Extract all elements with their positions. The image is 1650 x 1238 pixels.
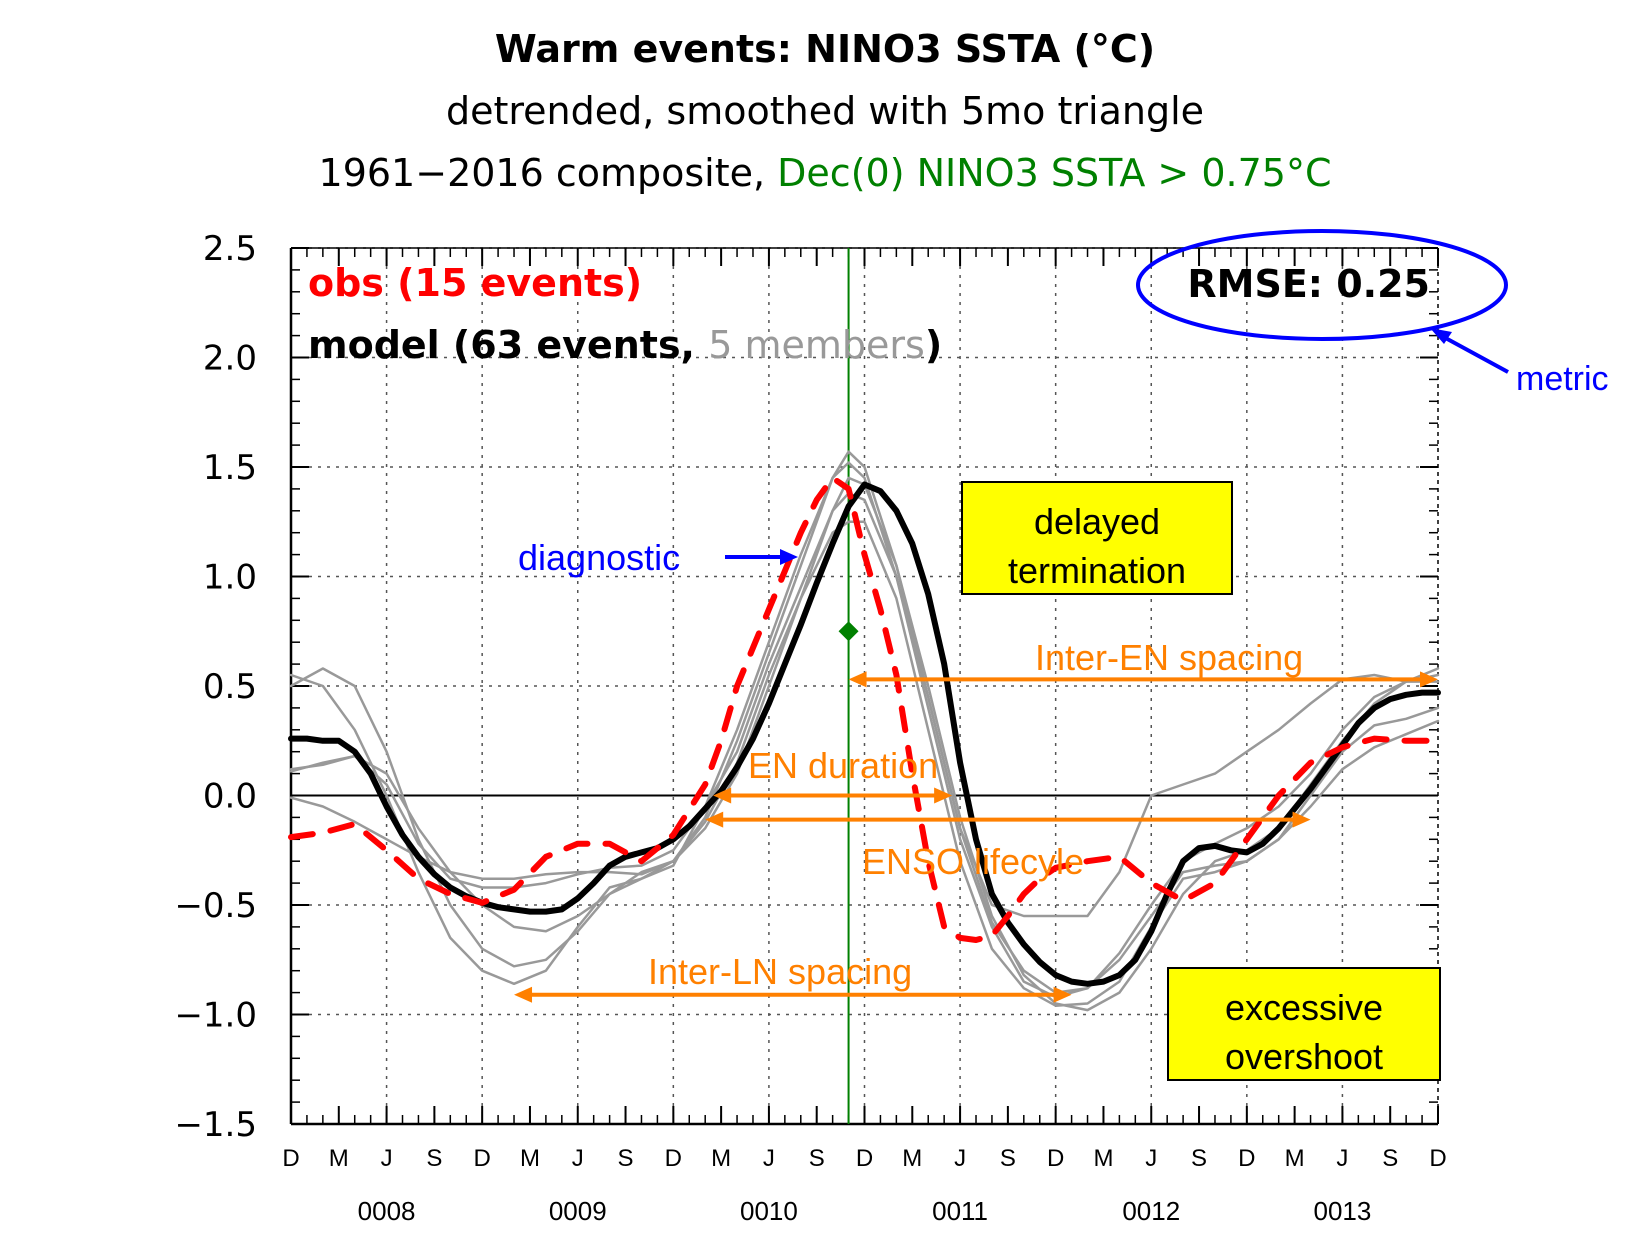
legend-model: model (63 events, 5 members) xyxy=(308,323,942,367)
x-month-label: J xyxy=(1145,1145,1157,1172)
series-layer xyxy=(288,450,1441,1012)
enso-lifecycle-arrow-head-right xyxy=(1292,811,1311,828)
orange-arrows xyxy=(514,671,1438,1003)
x-month-label: M xyxy=(1093,1145,1113,1172)
x-month-label: D xyxy=(282,1145,299,1172)
x-month-label: S xyxy=(1382,1145,1398,1172)
chart-subtitle-2: 1961−2016 composite, Dec(0) NINO3 SSTA >… xyxy=(319,151,1332,195)
rmse-ellipse xyxy=(1136,229,1508,341)
en-duration-arrow-head-left xyxy=(713,787,732,804)
excessive-label-2: overshoot xyxy=(1225,1036,1383,1077)
x-month-label: S xyxy=(1191,1145,1207,1172)
en-duration-label: EN duration xyxy=(748,745,938,786)
series-member-line xyxy=(289,450,1440,1012)
legend-model-members: 5 members xyxy=(708,323,925,367)
metric-arrow xyxy=(1439,333,1509,374)
y-tick-label: 0.5 xyxy=(203,667,257,707)
subtitle-2-prefix: 1961−2016 composite, xyxy=(319,151,778,195)
x-month-label: M xyxy=(329,1145,349,1172)
x-month-label: S xyxy=(618,1145,634,1172)
y-tick-label: −1.5 xyxy=(174,1105,257,1145)
y-tick-label: −0.5 xyxy=(174,886,257,926)
metric-label: metric xyxy=(1516,360,1609,398)
inter-en-label: Inter-EN spacing xyxy=(1035,637,1303,678)
x-year-label: 0011 xyxy=(932,1196,988,1226)
enso-lifecycle-label: ENSO lifecyle xyxy=(862,841,1084,882)
chart-subtitle-1: detrended, smoothed with 5mo triangle xyxy=(446,89,1204,133)
x-month-label: D xyxy=(856,1145,873,1172)
x-year-label: 0009 xyxy=(549,1196,607,1226)
x-month-label: J xyxy=(381,1145,393,1172)
x-month-label: S xyxy=(809,1145,825,1172)
en-duration-arrow-head-right xyxy=(934,787,953,804)
inter-ln-label: Inter-LN spacing xyxy=(648,951,912,992)
diagnostic-label: diagnostic xyxy=(518,537,680,578)
inter-ln-arrow-head-right xyxy=(1053,986,1072,1003)
delayed-termination-box xyxy=(961,481,1233,595)
excessive-overshoot-box xyxy=(1167,967,1441,1081)
x-month-label: D xyxy=(1047,1145,1064,1172)
x-month-label: D xyxy=(1238,1145,1255,1172)
delayed-label-2: termination xyxy=(1008,550,1186,591)
x-month-label: J xyxy=(954,1145,966,1172)
x-month-label: D xyxy=(665,1145,682,1172)
x-month-label: S xyxy=(1000,1145,1016,1172)
enso-lifecycle-arrow-head-left xyxy=(705,811,724,828)
x-year-label: 0008 xyxy=(358,1196,416,1226)
y-tick-label: 2.0 xyxy=(203,339,257,379)
series-member-line xyxy=(289,476,1440,933)
x-year-label: 0012 xyxy=(1122,1196,1180,1226)
x-month-label: M xyxy=(520,1145,540,1172)
inter-ln-arrow-head-left xyxy=(514,986,533,1003)
x-month-label: D xyxy=(1429,1145,1446,1172)
y-tick-label: −1.0 xyxy=(174,996,257,1036)
x-month-label: M xyxy=(711,1145,731,1172)
metric-arrowhead xyxy=(1430,328,1452,344)
x-month-label: M xyxy=(1285,1145,1305,1172)
rmse-label: RMSE: 0.25 xyxy=(1187,262,1430,306)
series-obs-line xyxy=(288,474,1441,943)
y-tick-label: 2.5 xyxy=(203,229,257,269)
x-month-label: J xyxy=(1336,1145,1348,1172)
legend-model-suffix: ) xyxy=(925,323,942,367)
legend-model-prefix: model (63 events, xyxy=(308,323,708,367)
x-year-label: 0010 xyxy=(740,1196,798,1226)
legend-obs: obs (15 events) xyxy=(308,261,642,305)
y-tick-label: 1.0 xyxy=(203,558,257,598)
y-tick-label: 1.5 xyxy=(203,448,257,488)
excessive-label-1: excessive xyxy=(1225,987,1383,1028)
chart-title: Warm events: NINO3 SSTA (°C) xyxy=(495,27,1155,71)
series-member-line xyxy=(289,461,1440,999)
subtitle-2-highlight: Dec(0) NINO3 SSTA > 0.75°C xyxy=(777,151,1331,195)
x-month-label: J xyxy=(763,1145,775,1172)
y-tick-label: 0.0 xyxy=(203,777,257,817)
x-month-label: D xyxy=(473,1145,490,1172)
diagnostic-arrowhead xyxy=(780,549,798,565)
threshold-marker xyxy=(838,621,859,642)
x-month-label: J xyxy=(572,1145,584,1172)
x-year-label: 0013 xyxy=(1313,1196,1371,1226)
series-member-line xyxy=(289,492,1440,994)
inter-en-arrow-head-left xyxy=(848,671,867,688)
x-month-label: M xyxy=(902,1145,922,1172)
inter-en-arrow-head-right xyxy=(1420,671,1438,688)
delayed-label-1: delayed xyxy=(1034,501,1160,542)
x-month-label: S xyxy=(426,1145,442,1172)
